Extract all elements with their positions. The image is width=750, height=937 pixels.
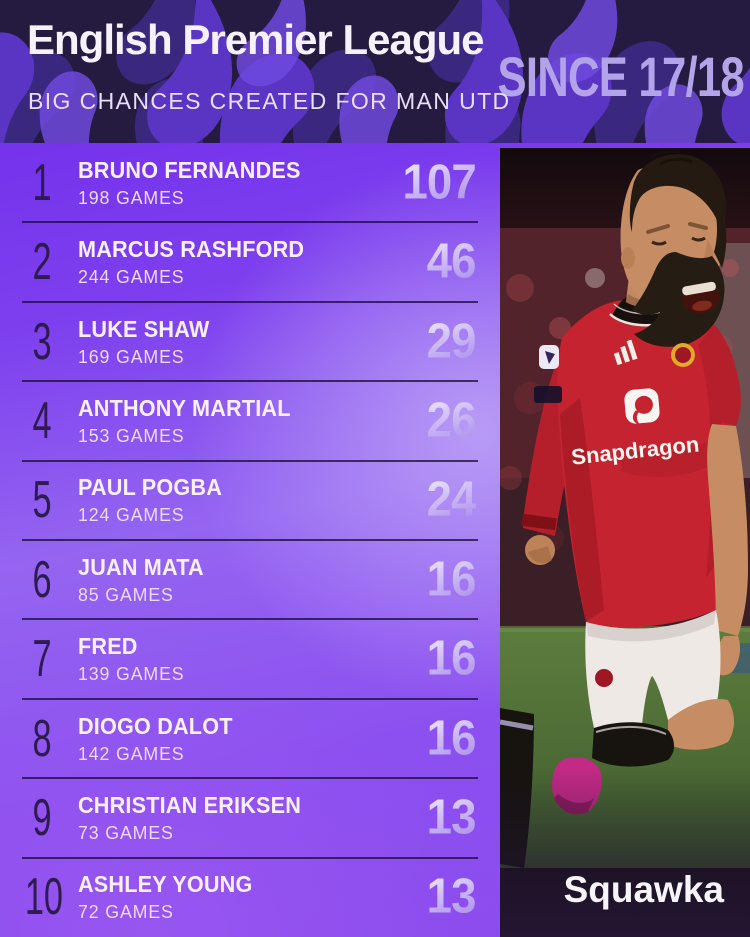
player-info: BRUNO FERNANDES 198 GAMES [78,157,315,209]
adidas-logo-icon [613,339,638,366]
rank-number: 9 [32,788,52,847]
player-info: PAUL POGBA 124 GAMES [78,474,231,526]
player-games: 85 GAMES [78,583,174,605]
snapdragon-logo-icon [624,388,660,425]
player-info: JUAN MATA 85 GAMES [78,554,212,606]
rank-number: 6 [32,550,52,609]
rank-number: 7 [32,630,52,689]
squawka-logo: Squawka [563,869,724,910]
player-games: 169 GAMES [78,345,185,367]
table-row: 7 FRED 139 GAMES 16 [0,618,500,698]
player-games: 72 GAMES [78,901,174,923]
table-row: 8 DIOGO DALOT 142 GAMES 16 [0,697,500,778]
value-number: 16 [427,631,477,686]
premier-league-pattern [0,0,750,143]
table-row: 4 ANTHONY MARTIAL 153 GAMES 26 [0,380,500,460]
player-games: 124 GAMES [78,504,185,526]
value-number: 26 [427,393,477,448]
player-head [620,149,727,347]
table-row: 9 CHRISTIAN ERIKSEN 73 GAMES 13 [0,777,500,857]
player-games: 198 GAMES [78,186,185,208]
table-row: 6 JUAN MATA 85 GAMES 16 [0,539,500,619]
page-title: English Premier League [27,16,484,63]
player-info: LUKE SHAW 169 GAMES [78,316,218,368]
player-name: PAUL POGBA [78,474,223,501]
player-name: DIOGO DALOT [78,712,233,739]
table-row: 10 ASHLEY YOUNG 72 GAMES 13 [0,856,500,937]
player-games: 244 GAMES [78,266,185,288]
rank-number: 4 [32,391,52,450]
value-number: 29 [427,314,477,369]
player-info: MARCUS RASHFORD 244 GAMES [78,236,319,288]
player-info: CHRISTIAN ERIKSEN 73 GAMES [78,792,315,844]
player-info: DIOGO DALOT 142 GAMES [78,713,242,765]
rank-number: 3 [32,312,52,371]
player-name: JUAN MATA [78,553,204,580]
player-name: ASHLEY YOUNG [78,871,253,898]
rank-number: 10 [24,868,64,927]
shorts-crest-icon [595,669,613,687]
player-name: CHRISTIAN ERIKSEN [78,791,302,818]
premier-league-sleeve-badge-icon [539,345,559,369]
page-subtitle: BIG CHANCES CREATED FOR MAN UTD [28,88,511,114]
player-photo: Snapdragon [500,148,750,937]
rank-number: 5 [32,471,52,530]
player-games: 139 GAMES [78,663,185,685]
header: English Premier League SINCE 17/18 BIG C… [0,0,750,143]
table-row: 2 MARCUS RASHFORD 244 GAMES 46 [0,221,500,301]
player-name: ANTHONY MARTIAL [78,394,291,421]
rank-number: 8 [32,709,52,768]
ranking-list: 1 BRUNO FERNANDES 198 GAMES 107 2 MARCUS… [0,143,500,937]
player-games: 142 GAMES [78,742,185,764]
player-name: FRED [78,633,138,660]
value-number: 107 [402,155,477,210]
sleeve-patch [534,386,562,403]
player-name: BRUNO FERNANDES [78,156,301,183]
player-info: FRED 139 GAMES [78,633,189,685]
table-row: 5 PAUL POGBA 124 GAMES 24 [0,459,500,540]
player-name: MARCUS RASHFORD [78,236,305,263]
table-row: 3 LUKE SHAW 169 GAMES 29 [0,300,500,381]
value-number: 16 [427,552,477,607]
player-info: ANTHONY MARTIAL 153 GAMES [78,395,304,447]
value-number: 24 [427,472,477,527]
player-games: 73 GAMES [78,821,174,843]
table-row: 1 BRUNO FERNANDES 198 GAMES 107 [0,143,500,222]
value-number: 46 [427,234,477,289]
player-name: LUKE SHAW [78,315,210,342]
player-games: 153 GAMES [78,424,185,446]
value-number: 13 [427,790,477,845]
rank-number: 2 [32,233,52,292]
value-number: 13 [427,869,477,924]
player-photo-illustration: Snapdragon [500,148,750,937]
player-figure: Snapdragon [500,149,748,868]
value-number: 16 [427,711,477,766]
player-info: ASHLEY YOUNG 72 GAMES [78,871,264,923]
bottom-vignette [500,768,750,937]
rank-number: 1 [32,153,52,212]
man-utd-crest-icon [671,343,695,367]
since-label: SINCE 17/18 [497,45,745,108]
